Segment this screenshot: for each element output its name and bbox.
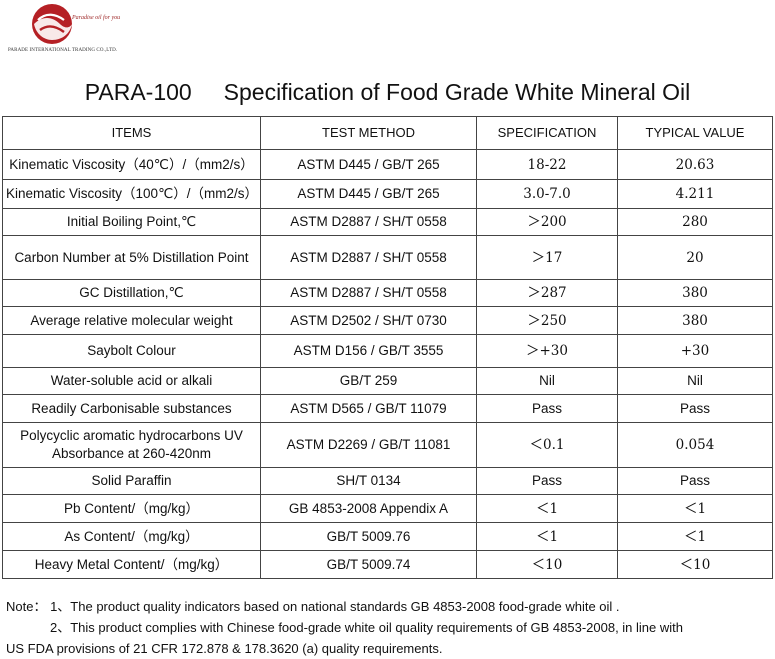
company-logo-mark — [32, 4, 72, 44]
company-logo: Paradise oil for you PARADE INTERNATIONA… — [4, 2, 144, 60]
cell-typical-value: 380 — [617, 306, 773, 335]
table-row: As Content/（mg/kg） GB/T 5009.76 ＜1 ＜1 — [2, 522, 773, 551]
cell-test-method: GB 4853-2008 Appendix A — [260, 494, 477, 523]
logo-company-name: PARADE INTERNATIONAL TRADING CO.,LTD. — [8, 48, 118, 53]
cell-specification: Pass — [476, 467, 618, 495]
cell-typical-value: 280 — [617, 208, 773, 236]
cell-test-method: ASTM D2887 / SH/T 0558 — [260, 279, 477, 307]
table-row: Heavy Metal Content/（mg/kg） GB/T 5009.74 ＜… — [2, 550, 773, 579]
table-row: Kinematic Viscosity（100℃）/（mm2/s） ASTM D4… — [2, 179, 773, 209]
cell-test-method: ASTM D2269 / GB/T 11081 — [260, 422, 477, 468]
cell-test-method: ASTM D565 / GB/T 11079 — [260, 394, 477, 423]
cell-test-method: ASTM D2887 / SH/T 0558 — [260, 208, 477, 236]
cell-item: Saybolt Colour — [2, 334, 261, 368]
cell-test-method: ASTM D2502 / SH/T 0730 — [260, 306, 477, 335]
cell-test-method: GB/T 5009.76 — [260, 522, 477, 551]
cell-specification: ＞17 — [476, 235, 618, 280]
table-row: Pb Content/（mg/kg） GB 4853-2008 Appendix … — [2, 494, 773, 523]
header-items: ITEMS — [2, 116, 261, 150]
table-body: Kinematic Viscosity（40℃）/（mm2/s） ASTM D44… — [2, 149, 773, 579]
cell-item: Readily Carbonisable substances — [2, 394, 261, 423]
specification-table: ITEMS TEST METHOD SPECIFICATION TYPICAL … — [2, 116, 773, 579]
cell-test-method: GB/T 5009.74 — [260, 550, 477, 579]
table-row: Average relative molecular weight ASTM D2… — [2, 306, 773, 335]
cell-specification: ＞200 — [476, 208, 618, 236]
cell-typical-value: 4.211 — [617, 179, 773, 209]
cell-typical-value: Pass — [617, 394, 773, 423]
cell-specification: ＜1 — [476, 522, 618, 551]
table-row: Readily Carbonisable substances ASTM D565… — [2, 394, 773, 423]
cell-item: Polycyclic aromatic hydrocarbons UV Abso… — [2, 422, 261, 468]
page-title: PARA-100 Specification of Food Grade Whi… — [84, 79, 691, 105]
notes: Note： 1、The product quality indicators b… — [6, 596, 771, 659]
cell-typical-value: 20 — [617, 235, 773, 280]
table-row: Water-soluble acid or alkali GB/T 259 Nil N… — [2, 367, 773, 395]
cell-item: Heavy Metal Content/（mg/kg） — [2, 550, 261, 579]
table-row: GC Distillation,℃ ASTM D2887 / SH/T 0558 ＞… — [2, 279, 773, 307]
table-row: Polycyclic aromatic hydrocarbons UV Abso… — [2, 422, 773, 468]
cell-specification: Nil — [476, 367, 618, 395]
header-test-method: TEST METHOD — [260, 116, 477, 150]
table-header-row: ITEMS TEST METHOD SPECIFICATION TYPICAL … — [2, 116, 773, 150]
cell-item: Solid Paraffin — [2, 467, 261, 495]
cell-specification: ＞287 — [476, 279, 618, 307]
cell-typical-value: ＜1 — [617, 522, 773, 551]
note-line-2: 2、This product complies with Chinese foo… — [50, 620, 683, 635]
cell-specification: 18-22 — [476, 149, 618, 180]
header-typical-value: TYPICAL VALUE — [617, 116, 773, 150]
cell-test-method: ASTM D445 / GB/T 265 — [260, 179, 477, 209]
cell-typical-value: ＜1 — [617, 494, 773, 523]
table-row: Solid Paraffin SH/T 0134 Pass Pass — [2, 467, 773, 495]
cell-typical-value: +30 — [617, 334, 773, 368]
cell-item: Average relative molecular weight — [2, 306, 261, 335]
cell-typical-value: Nil — [617, 367, 773, 395]
cell-item: Kinematic Viscosity（100℃）/（mm2/s） — [2, 179, 261, 209]
cell-item: GC Distillation,℃ — [2, 279, 261, 307]
table-row: Kinematic Viscosity（40℃）/（mm2/s） ASTM D44… — [2, 149, 773, 180]
cell-item: Pb Content/（mg/kg） — [2, 494, 261, 523]
note-line-1: Note： 1、The product quality indicators b… — [6, 599, 620, 614]
cell-item: Carbon Number at 5% Distillation Point — [2, 235, 261, 280]
cell-specification: Pass — [476, 394, 618, 423]
header-specification: SPECIFICATION — [476, 116, 618, 150]
cell-specification: ＜1 — [476, 494, 618, 523]
cell-typical-value: 0.054 — [617, 422, 773, 468]
cell-test-method: ASTM D156 / GB/T 3555 — [260, 334, 477, 368]
cell-typical-value: 380 — [617, 279, 773, 307]
cell-typical-value: ＜10 — [617, 550, 773, 579]
cell-specification: 3.0-7.0 — [476, 179, 618, 209]
cell-item: As Content/（mg/kg） — [2, 522, 261, 551]
cell-test-method: GB/T 259 — [260, 367, 477, 395]
cell-specification: ＜0.1 — [476, 422, 618, 468]
note-line-3: US FDA provisions of 21 CFR 172.878 & 17… — [6, 641, 443, 656]
table-row: Carbon Number at 5% Distillation Point AS… — [2, 235, 773, 280]
cell-typical-value: Pass — [617, 467, 773, 495]
cell-test-method: ASTM D2887 / SH/T 0558 — [260, 235, 477, 280]
cell-specification: ＜10 — [476, 550, 618, 579]
cell-item: Water-soluble acid or alkali — [2, 367, 261, 395]
logo-tagline: Paradise oil for you — [72, 15, 121, 21]
cell-typical-value: 20.63 — [617, 149, 773, 180]
cell-test-method: ASTM D445 / GB/T 265 — [260, 149, 477, 180]
cell-item: Kinematic Viscosity（40℃）/（mm2/s） — [2, 149, 261, 180]
cell-item: Initial Boiling Point,℃ — [2, 208, 261, 236]
cell-specification: ＞+30 — [476, 334, 618, 368]
cell-test-method: SH/T 0134 — [260, 467, 477, 495]
cell-specification: ＞250 — [476, 306, 618, 335]
table-row: Saybolt Colour ASTM D156 / GB/T 3555 ＞+30 +… — [2, 334, 773, 368]
table-row: Initial Boiling Point,℃ ASTM D2887 / SH/T… — [2, 208, 773, 236]
